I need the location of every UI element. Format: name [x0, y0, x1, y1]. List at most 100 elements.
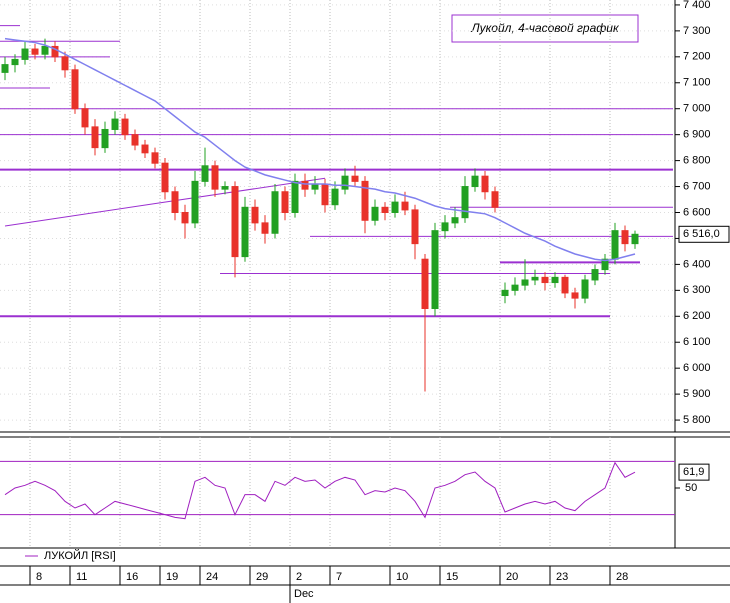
candle-body	[281, 191, 289, 213]
y-tick-label: 7 200	[683, 51, 711, 63]
x-tick-label: 24	[206, 571, 218, 583]
candle-body	[61, 56, 69, 71]
last-rsi-box	[678, 463, 710, 481]
candle-body	[631, 233, 639, 245]
x-tick-label: 2	[296, 571, 302, 583]
candle-body	[491, 191, 499, 208]
y-tick-label: 50	[685, 482, 697, 494]
y-tick-label: 7 300	[683, 25, 711, 37]
candle-body	[471, 175, 479, 188]
y-tick-label: 6 400	[683, 258, 711, 270]
y-tick-label: 7 400	[683, 0, 711, 11]
candle-body	[551, 276, 559, 284]
candle-body	[181, 211, 189, 224]
candle-body	[541, 276, 549, 284]
chart-title: Лукойл, 4-часовой график	[470, 21, 620, 35]
y-tick-label: 5 900	[683, 388, 711, 400]
x-tick-label: 15	[446, 571, 458, 583]
candle-body	[41, 45, 49, 55]
moving-average	[4, 37, 636, 262]
candle-body	[331, 188, 339, 206]
candle-body	[291, 180, 299, 213]
candle-body	[441, 222, 449, 232]
candle-body	[91, 126, 99, 149]
candle-body	[301, 180, 309, 190]
candle-body	[531, 276, 539, 281]
candle-body	[371, 206, 379, 221]
last-price-box	[678, 225, 730, 243]
candle-body	[151, 152, 159, 164]
candle-body	[251, 206, 259, 224]
last-rsi-label: 61,9	[683, 466, 704, 478]
candle-body	[411, 209, 419, 245]
month-label: Dec	[294, 588, 314, 600]
y-tick-label: 6 700	[683, 180, 711, 192]
candle-body	[401, 201, 409, 211]
candle-body	[521, 279, 529, 286]
x-tick-label: 28	[616, 571, 628, 583]
candle-body	[571, 292, 579, 299]
x-tick-label: 8	[36, 571, 42, 583]
last-price-label: 6 516,0	[683, 228, 720, 240]
x-tick-label: 19	[166, 571, 178, 583]
candle-body	[421, 258, 429, 309]
candle-body	[161, 162, 169, 193]
candle-body	[361, 180, 369, 221]
candle-body	[481, 175, 489, 193]
candle-body	[81, 108, 89, 128]
candle-body	[231, 186, 239, 258]
candle-body	[101, 128, 109, 149]
x-tick-label: 20	[506, 571, 518, 583]
candle-body	[71, 69, 79, 110]
legend-label: ЛУКОЙЛ [RSI]	[44, 549, 116, 562]
y-tick-label: 6 000	[683, 362, 711, 374]
y-tick-label: 6 300	[683, 284, 711, 296]
candle-body	[501, 289, 509, 297]
candle-body	[311, 183, 319, 190]
candle-body	[1, 64, 9, 73]
candle-body	[601, 258, 609, 271]
candle-body	[221, 186, 229, 190]
x-tick-label: 11	[76, 571, 87, 583]
candle-body	[111, 118, 119, 130]
candle-body	[211, 165, 219, 190]
candle-body	[31, 48, 39, 55]
candle-body	[171, 191, 179, 213]
candle-body	[131, 134, 139, 146]
x-tick-label: 10	[396, 571, 408, 583]
x-tick-label: 29	[256, 571, 268, 583]
x-tick-label: 23	[556, 571, 568, 583]
candle-body	[321, 183, 329, 206]
candle-body	[591, 269, 599, 281]
candle-body	[11, 58, 19, 66]
y-tick-label: 7 100	[683, 77, 711, 89]
candle-body	[461, 186, 469, 219]
candle-body	[611, 230, 619, 260]
y-tick-label: 5 800	[683, 414, 711, 426]
candle-body	[241, 206, 249, 258]
x-tick-label: 16	[126, 571, 138, 583]
candle-body	[351, 175, 359, 182]
candle-body	[381, 206, 389, 213]
y-tick-label: 6 600	[683, 206, 711, 218]
trend-line	[4, 177, 326, 227]
y-tick-label: 6 900	[683, 129, 711, 141]
candle-body	[271, 191, 279, 234]
candle-body	[201, 165, 209, 182]
y-tick-label: 6 200	[683, 310, 711, 322]
candle-body	[451, 217, 459, 224]
candle-body	[511, 284, 519, 291]
candle-body	[621, 230, 629, 245]
candle-body	[121, 118, 129, 136]
candle-body	[391, 201, 399, 213]
y-tick-label: 6 800	[683, 155, 711, 167]
candle-body	[561, 276, 569, 294]
y-tick-label: 6 100	[683, 336, 711, 348]
candle-body	[191, 180, 199, 224]
rsi-line	[4, 461, 636, 520]
candle-body	[581, 279, 589, 299]
candle-body	[431, 230, 439, 309]
candle-body	[51, 45, 59, 58]
title-box	[451, 14, 639, 43]
